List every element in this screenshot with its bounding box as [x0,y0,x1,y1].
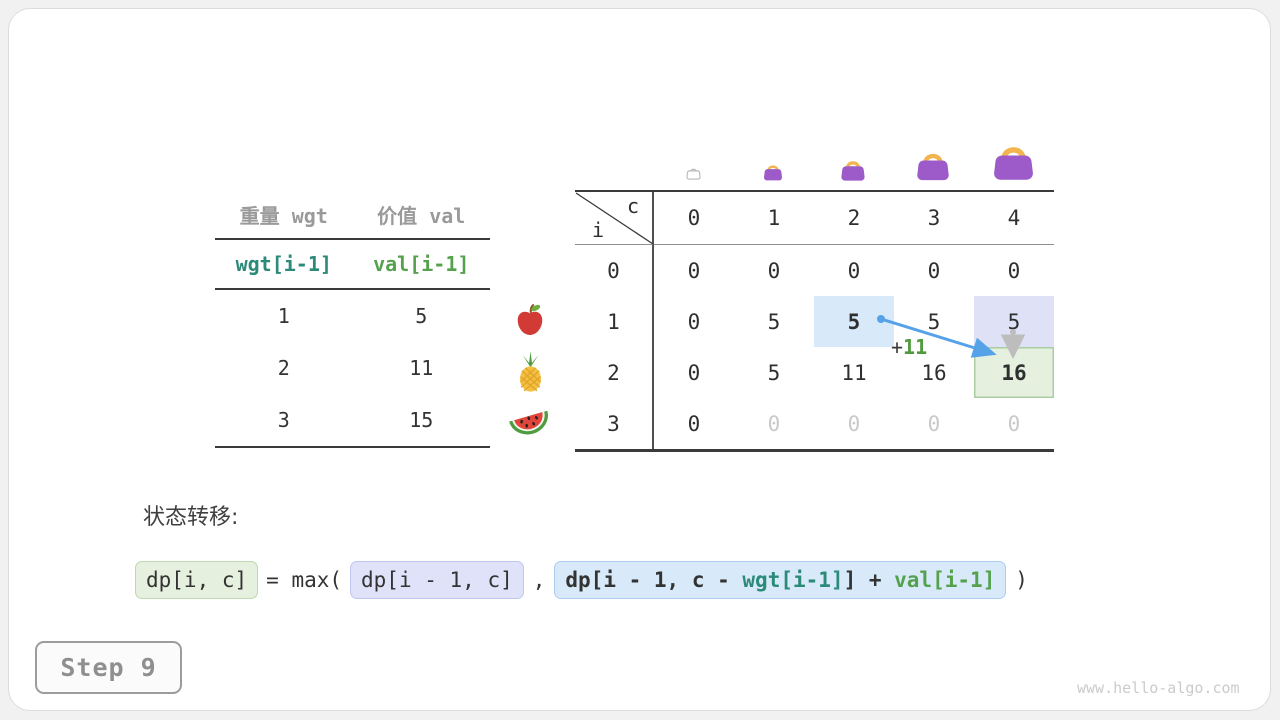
dp-col-header: 2 [814,192,894,245]
watermelon-icon [509,410,548,435]
dp-cell: 0 [687,360,701,385]
capacity-var-label: c [626,194,639,218]
wgt-index-label: wgt[i-1] [235,252,332,276]
empty-bag-icon [686,168,701,180]
dp-cell: 0 [767,258,781,283]
arg2-prefix: dp[i - 1, c - [565,568,743,592]
item-value: 11 [409,356,434,380]
arg2-val-term: val[i-1] [894,568,996,592]
handbag-icon [841,161,865,181]
dp-row-header: 1 [575,296,654,347]
plus-value-annotation: +11 [891,335,927,359]
dp-cell-compare: 5 [974,296,1054,347]
item-weight: 3 [277,408,290,432]
handbag-icon [764,165,782,181]
item-weight: 2 [277,356,290,380]
dp-cell: 0 [1007,258,1021,283]
dp-row-header: 2 [575,347,654,398]
item-row: 1 5 [215,290,490,342]
items-table: 重量 wgt 价值 val wgt[i-1] val[i-1] 1 5 2 11… [215,190,490,448]
formula-close-paren: ) [1015,568,1028,592]
dp-cell: 0 [687,411,701,436]
arg2-wgt-term: wgt[i-1] [742,568,844,592]
dp-cell: 0 [847,258,861,283]
dp-col-header: 0 [654,192,734,245]
dp-col-header: 4 [974,192,1054,245]
dp-cell-pending: 0 [767,411,781,436]
dp-col-header: 3 [894,192,974,245]
dp-row-header: 0 [575,245,654,296]
items-table-header: 重量 wgt 价值 val [215,190,490,240]
item-var-label: i [592,218,605,242]
formula-arg1-box: dp[i - 1, c] [350,561,524,599]
val-index-label: val[i-1] [373,252,470,276]
dp-corner-cell: c i [575,192,654,245]
dp-row-header: 3 [575,398,654,449]
item-value: 15 [409,408,434,432]
dp-cell-source: 5 [814,296,894,347]
pineapple-icon [519,351,542,392]
handbag-icon [917,153,949,181]
state-transition-label: 状态转移: [143,505,239,530]
dp-cell-pending: 0 [927,411,941,436]
dp-cell-pending: 0 [847,411,861,436]
item-row: 2 11 [215,342,490,394]
item-weight: 1 [277,304,290,328]
transition-formula: dp[i, c] = max( dp[i - 1, c] , dp[i - 1,… [135,561,1037,599]
weight-column-header: 重量 wgt [239,203,328,228]
step-badge: Step 9 [35,641,182,694]
formula-arg2-box: dp[i - 1, c - wgt[i-1]] + val[i-1] [554,561,1007,599]
item-row: 3 15 [215,394,490,446]
formula-eq-max: = max( [266,568,343,592]
dp-cell: 5 [767,360,781,385]
dp-table: c i 0 1 2 3 4 0 0 0 0 0 0 1 0 5 5 5 5 2 … [575,190,1054,452]
dp-cell: 5 [767,309,781,334]
items-index-row: wgt[i-1] val[i-1] [215,240,490,290]
formula-comma: , [532,568,546,592]
diagonal-divider [575,192,654,245]
dp-col-header: 1 [734,192,814,245]
handbag-icon [994,147,1033,180]
added-value: 11 [903,335,928,359]
plus-sign: + [891,335,904,359]
items-rows: 1 5 2 11 3 15 [215,290,490,448]
dp-cell-result: 16 [974,347,1054,398]
item-value: 5 [415,304,428,328]
arg2-middle: ] + [843,568,895,592]
value-column-header: 价值 val [377,203,466,228]
dp-cell: 0 [687,309,701,334]
watermark: www.hello-algo.com [1077,679,1240,697]
dp-cell-pending: 0 [1007,411,1021,436]
apple-icon [517,304,543,335]
dp-cell: 0 [687,258,701,283]
dp-cell: 11 [841,360,867,385]
dp-cell: 16 [921,360,947,385]
dp-cell: 0 [927,258,941,283]
formula-lhs-box: dp[i, c] [135,561,259,599]
